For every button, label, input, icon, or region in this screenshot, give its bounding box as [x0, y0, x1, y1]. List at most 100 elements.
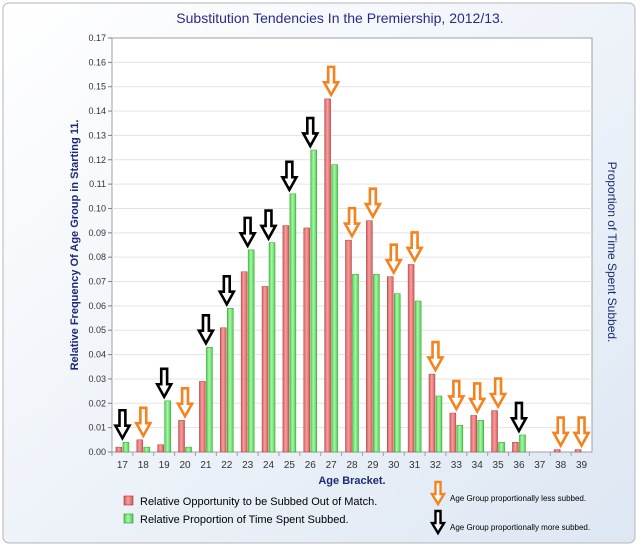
arrow-more-23-icon [238, 216, 257, 249]
x-tick-label: 33 [451, 460, 463, 471]
arrow-legend: Age Group proportionally less subbed. Ag… [429, 480, 590, 536]
y-tick-label: 0.14 [88, 106, 106, 116]
bar-green-36 [519, 434, 526, 453]
y-tick-label: 0.16 [88, 57, 106, 67]
bar-red-36 [512, 442, 519, 453]
x-tick-label: 28 [346, 460, 358, 471]
arrow-less-31-icon [405, 231, 424, 264]
y2-axis-label: Proportion of Time Spent Subbed. [605, 162, 619, 343]
x-tick-label: 21 [200, 460, 212, 471]
arrow-less-35-icon [488, 377, 508, 410]
legend-swatch-red [123, 495, 134, 506]
x-tick-label: 32 [430, 460, 442, 471]
y-tick-label: 0.03 [88, 374, 106, 384]
y-tick-label: 0.02 [88, 398, 106, 408]
bar-red-18 [136, 439, 144, 453]
y-tick-label: 0.06 [88, 301, 106, 311]
legend-arrow-less-label: Age Group proportionally less subbed. [450, 494, 586, 503]
grid-lines [112, 61, 592, 429]
x-tick-label: 20 [179, 460, 191, 471]
arrow-less-33-icon [447, 379, 466, 412]
bar-red-35 [491, 410, 498, 453]
x-axis-label: Age Bracket. [318, 475, 385, 487]
arrow-less-27-icon [321, 65, 341, 98]
legend-arrow-more-label: Age Group proportionally more subbed. [450, 523, 590, 532]
y-tick-label: 0.17 [88, 33, 106, 43]
arrow-less-20-icon [175, 387, 195, 420]
arrow-less-32-icon [426, 340, 445, 373]
bar-green-32 [435, 395, 443, 453]
arrow-more-22-icon [217, 275, 236, 307]
bar-green-25 [289, 193, 297, 453]
legend-label-green: Relative Proportion of Time Spent Subbed… [140, 514, 349, 526]
x-tick-label: 22 [221, 460, 233, 471]
y-tick-label: 0.00 [88, 447, 106, 457]
bar-green-30 [393, 293, 401, 453]
y-axis-ticks: 0.00 0.01 0.02 0.03 0.04 0.05 0.06 0.07 0.08 0.09… [88, 33, 112, 457]
bar-red-30 [386, 276, 394, 453]
y-tick-label: 0.07 [88, 277, 106, 287]
y-tick-label: 0.10 [88, 203, 106, 213]
arrow-less-30-icon [384, 243, 403, 276]
x-tick-label: 25 [284, 460, 296, 471]
y-tick-label: 0.01 [88, 423, 106, 433]
bar-red-34 [470, 415, 477, 453]
bar-green-23 [247, 249, 255, 453]
x-axis-ticks: 17 18 19 20 21 22 23 24 25 26 27 28 29 30 31 32 33 34 35 36… [111, 452, 588, 471]
bar-red-21 [199, 381, 206, 453]
bar-green-17 [122, 442, 130, 453]
bar-green-31 [414, 300, 422, 453]
legend-swatch-green [123, 513, 134, 524]
x-tick-label: 38 [555, 460, 567, 471]
bar-green-34 [477, 420, 484, 453]
bar-green-28 [352, 273, 359, 453]
x-tick-label: 26 [305, 460, 317, 471]
arrow-less-39-icon [572, 416, 591, 449]
bar-green-26 [310, 149, 318, 453]
arrow-group [113, 65, 591, 449]
legend-arrow-more-icon [429, 509, 447, 536]
y-axis-label: Relative Frequency Of Age Group in Start… [69, 120, 81, 371]
arrow-less-28-icon [342, 206, 362, 239]
arrow-more-25-icon [280, 160, 299, 193]
legend-arrow-less-icon [429, 480, 447, 507]
bar-green-29 [373, 273, 380, 453]
x-tick-label: 17 [117, 460, 129, 471]
arrow-more-19-icon [154, 367, 174, 400]
bar-green-20 [185, 446, 192, 453]
legend-arrow-less-shape [429, 480, 447, 507]
x-tick-label: 18 [138, 460, 150, 471]
bar-red-26 [303, 227, 311, 453]
x-tick-label: 39 [576, 460, 588, 471]
bar-red-23 [240, 271, 248, 453]
bar-green-33 [456, 424, 464, 453]
x-tick-label: 34 [472, 460, 484, 471]
x-tick-label: 29 [367, 460, 379, 471]
bar-red-39 [574, 449, 582, 453]
arrow-less-34-icon [468, 382, 487, 415]
arrow-more-24-icon [259, 209, 278, 242]
bar-green-22 [227, 308, 234, 453]
arrow-less-29-icon [363, 187, 383, 220]
bar-red-38 [553, 449, 561, 453]
x-tick-label: 36 [513, 460, 525, 471]
legend-label-red: Relative Opportunity to be Subbed Out of… [140, 496, 377, 508]
y-tick-label: 0.15 [88, 82, 106, 92]
arrow-less-38-icon [551, 416, 570, 449]
y-tick-label: 0.04 [88, 350, 106, 360]
bar-red-33 [449, 412, 457, 453]
y-tick-label: 0.05 [88, 325, 106, 335]
bar-green-35 [498, 442, 505, 453]
x-tick-label: 35 [493, 460, 505, 471]
arrow-more-17-icon [113, 408, 132, 441]
bar-green-18 [143, 446, 151, 453]
x-tick-label: 27 [326, 460, 338, 471]
bar-red-27 [324, 98, 331, 453]
arrow-more-21-icon [196, 313, 216, 346]
x-tick-label: 19 [159, 460, 171, 471]
bar-red-32 [428, 373, 436, 453]
y-tick-label: 0.11 [89, 179, 106, 189]
bar-red-29 [366, 220, 373, 453]
y-tick-label: 0.12 [88, 155, 106, 165]
